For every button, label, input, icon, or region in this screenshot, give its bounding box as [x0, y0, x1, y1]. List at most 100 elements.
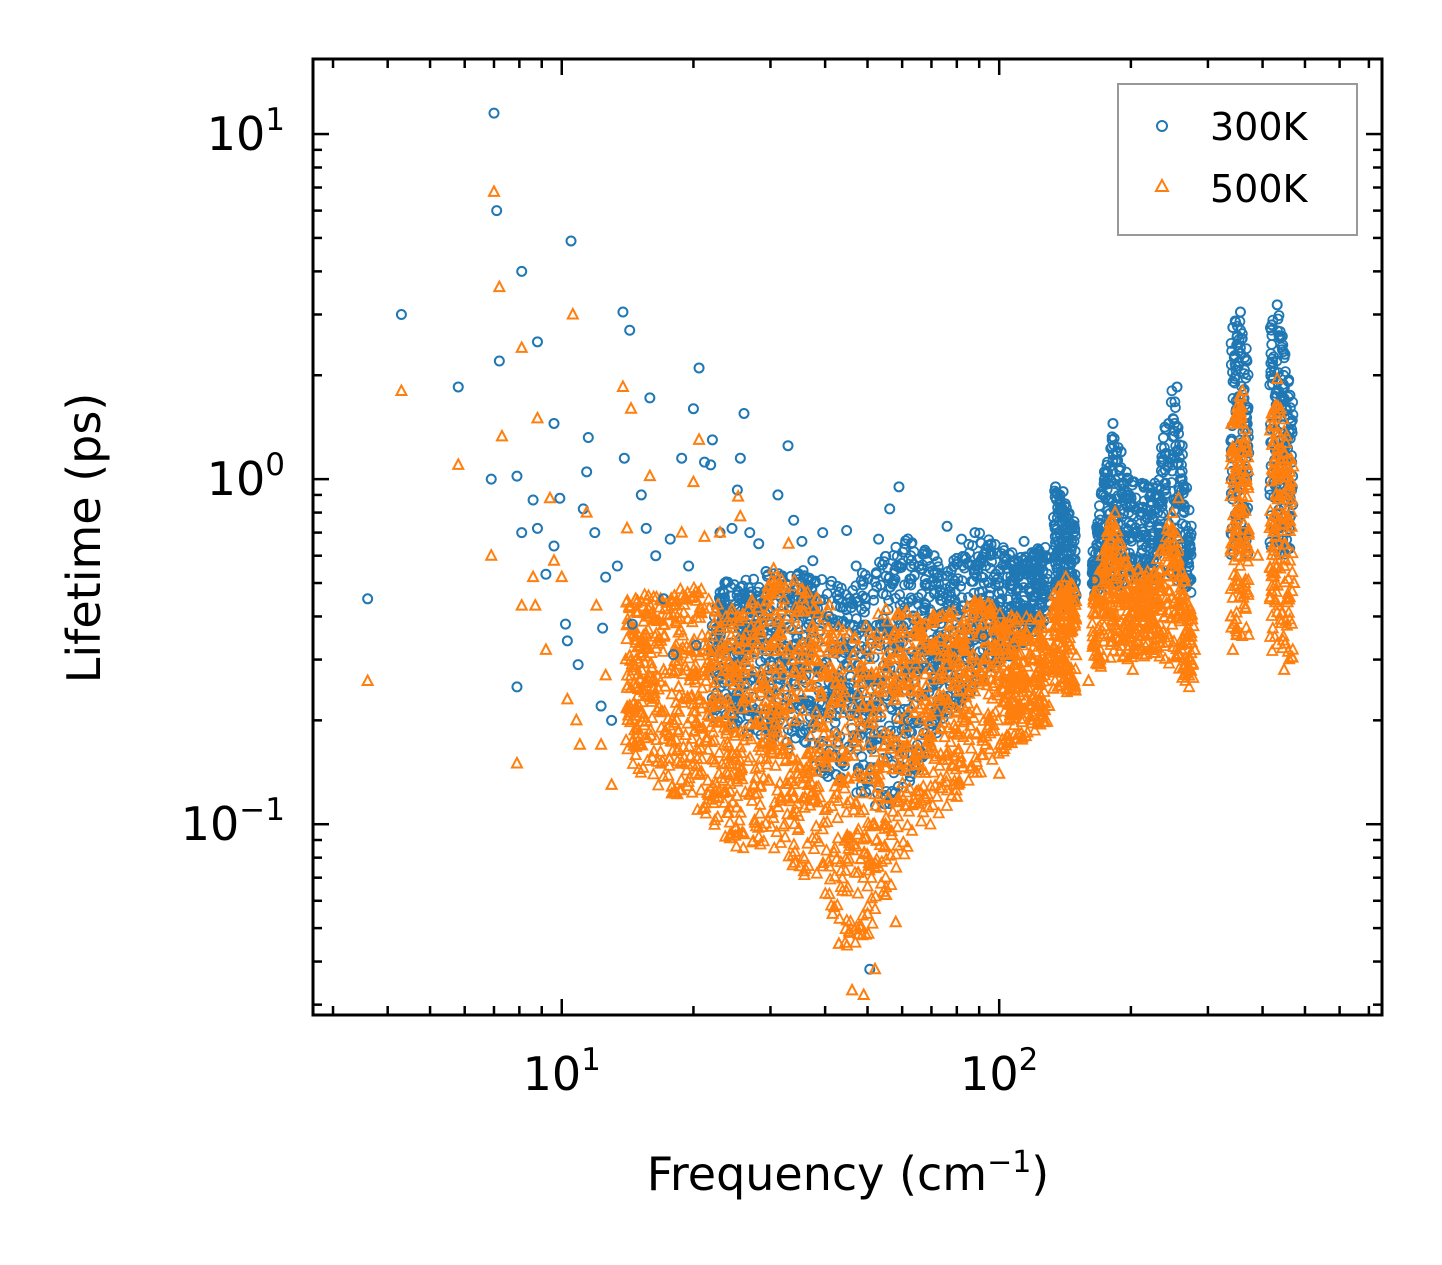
data-point-300k — [916, 563, 928, 575]
data-point-500k — [731, 488, 745, 502]
data-point-500k — [857, 987, 871, 1000]
data-point-300k — [788, 514, 800, 526]
tick-labels: 101 102 101 100 10−1 — [181, 102, 1039, 1101]
data-point-500k — [860, 906, 875, 919]
data-point-500k — [1235, 383, 1250, 397]
data-point-300k — [873, 533, 885, 545]
data-point-500k — [1265, 405, 1279, 419]
data-point-500k — [530, 410, 545, 424]
data-point-300k — [554, 492, 566, 504]
data-point-300k — [687, 403, 699, 415]
data-point-500k — [898, 662, 912, 675]
data-point-500k — [579, 504, 594, 518]
data-point-500k — [1158, 540, 1173, 554]
data-point-500k — [1028, 673, 1043, 687]
data-point-500k — [616, 379, 630, 392]
data-point-300k — [969, 527, 981, 539]
data-point-500k — [1019, 728, 1033, 742]
data-point-300k — [1050, 481, 1062, 493]
data-point-500k — [1188, 642, 1202, 655]
data-point-500k — [845, 982, 859, 996]
data-point-300k — [1065, 545, 1077, 557]
data-point-500k — [487, 184, 501, 197]
data-point-500k — [1116, 591, 1130, 604]
data-point-300k — [395, 308, 407, 320]
data-point-300k — [1163, 417, 1175, 429]
data-point-300k — [624, 324, 636, 336]
data-point-300k — [597, 622, 609, 634]
data-point-500k — [818, 802, 832, 815]
data-point-500k — [657, 662, 671, 675]
legend-marker-500k — [1154, 177, 1170, 192]
data-point-300k — [511, 470, 523, 482]
data-point-500k — [919, 679, 933, 692]
data-point-500k — [547, 553, 561, 566]
data-point-300k — [690, 639, 702, 651]
data-point-300k — [531, 336, 543, 348]
data-point-300k — [548, 417, 560, 429]
data-point-300k — [617, 306, 629, 318]
data-point-500k — [1068, 679, 1082, 692]
x-tick-label: 101 — [523, 1042, 601, 1101]
data-point-300k — [928, 550, 940, 562]
data-point-300k — [796, 535, 808, 547]
data-point-300k — [650, 550, 662, 562]
data-point-300k — [1150, 491, 1162, 503]
data-point-500k — [510, 755, 524, 769]
data-point-500k — [573, 737, 587, 750]
data-point-300k — [977, 630, 989, 642]
data-point-300k — [1266, 319, 1278, 331]
data-point-500k — [1240, 457, 1254, 470]
data-point-300k — [618, 452, 630, 464]
data-point-300k — [516, 265, 528, 277]
plot-frame — [311, 57, 1384, 1017]
y-tick-label: 101 — [207, 102, 285, 161]
data-point-500k — [741, 601, 755, 615]
data-point-500k — [649, 612, 663, 626]
data-point-300k — [626, 618, 638, 630]
data-point-500k — [675, 524, 689, 538]
data-point-500k — [484, 548, 498, 561]
y-tick-label: 100 — [207, 447, 285, 506]
data-point-500k — [940, 746, 954, 759]
data-point-500k — [907, 705, 922, 719]
data-point-500k — [1283, 464, 1297, 477]
data-point-300k — [1171, 381, 1183, 393]
data-point-300k — [782, 440, 794, 452]
data-point-300k — [706, 434, 718, 446]
data-point-500k — [566, 306, 580, 320]
data-point-500k — [766, 561, 781, 574]
data-point-500k — [1126, 662, 1140, 675]
data-point-300k — [902, 714, 914, 726]
data-point-500k — [701, 628, 715, 642]
data-point-300k — [807, 555, 819, 567]
data-point-500k — [725, 601, 739, 615]
data-point-500k — [394, 383, 409, 397]
data-point-300k — [582, 432, 594, 444]
data-point-500k — [1010, 673, 1024, 687]
data-point-300k — [760, 565, 772, 577]
data-point-300k — [488, 107, 500, 119]
data-point-500k — [1093, 651, 1107, 665]
data-point-500k — [604, 777, 619, 790]
data-point-500k — [1146, 601, 1160, 615]
data-point-300k — [493, 355, 505, 367]
data-band-triangle — [1263, 398, 1300, 665]
data-point-300k — [572, 659, 584, 671]
data-point-500k — [682, 642, 697, 655]
data-point-500k — [713, 524, 727, 538]
data-point-500k — [1036, 620, 1050, 634]
y-axis-label: Lifetime (ps) — [57, 393, 111, 684]
data-point-500k — [950, 789, 964, 802]
data-point-300k — [1040, 550, 1052, 562]
data-point-500k — [539, 642, 553, 655]
data-points — [360, 107, 1301, 1000]
data-point-500k — [1050, 608, 1065, 622]
data-point-500k — [709, 657, 724, 670]
data-point-300k — [606, 714, 618, 726]
data-point-500k — [992, 766, 1006, 779]
data-point-500k — [781, 536, 796, 549]
data-point-500k — [792, 642, 806, 655]
data-point-500k — [1177, 608, 1192, 622]
data-point-500k — [526, 569, 540, 583]
